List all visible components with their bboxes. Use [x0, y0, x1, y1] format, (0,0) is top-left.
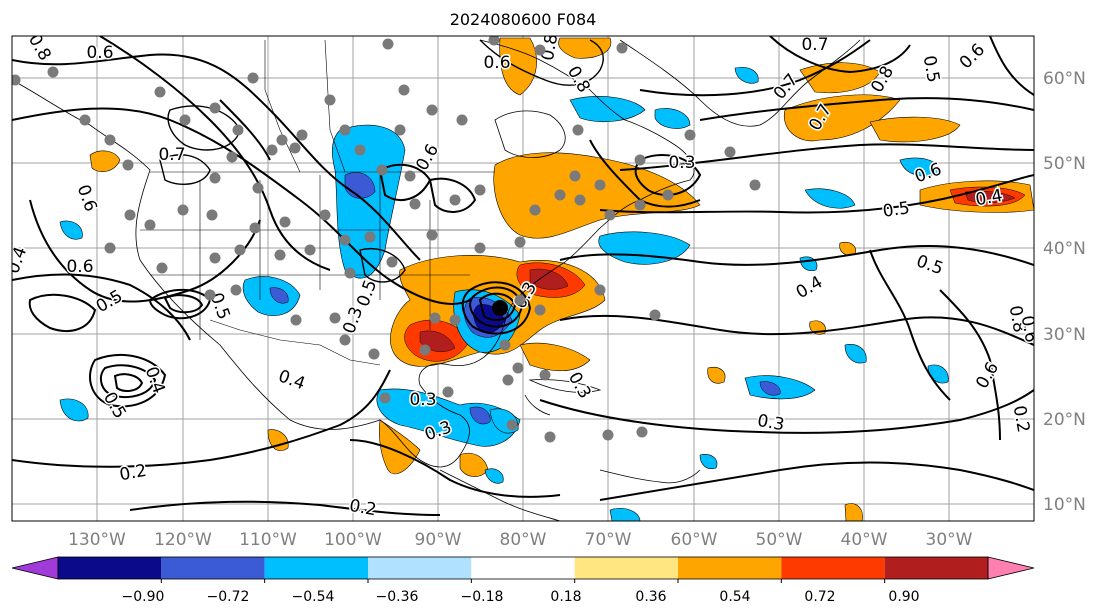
map-frame: [11, 35, 1035, 522]
contour-label: 0.3: [668, 153, 695, 173]
lon-label: 80°W: [500, 530, 547, 550]
lon-label: 70°W: [585, 530, 632, 550]
colorbar-swatch: [678, 557, 782, 579]
station-markers: [12, 36, 761, 443]
borders: [140, 39, 495, 366]
contour-label: 0.3: [409, 390, 436, 410]
colorbar-tick-label: −0.18: [461, 589, 504, 605]
coastlines: [12, 39, 861, 521]
lat-label: 10°N: [1043, 495, 1086, 515]
longitude-labels: 130°W 120°W 110°W 100°W 90°W 80°W 70°W 6…: [68, 530, 973, 550]
lat-label: 40°N: [1043, 239, 1086, 259]
colorbar-tick-label: 0.36: [635, 589, 666, 605]
lon-label: 100°W: [324, 530, 382, 550]
colorbar-tick-label: 0.72: [804, 589, 835, 605]
figure-title: 2024080600 F084: [450, 10, 597, 29]
colorbar-swatch: [884, 557, 988, 579]
lon-label: 130°W: [68, 530, 126, 550]
colorbar-extend-high: [987, 556, 1035, 580]
colorbar-outline: [57, 556, 989, 580]
colorbar-tick-label: −0.54: [292, 589, 335, 605]
shading-warm-deep: [419, 191, 1016, 353]
contour-label: 0.6: [66, 257, 93, 277]
colorbar-swatch: [471, 557, 575, 579]
lon-label: 90°W: [415, 530, 462, 550]
colorbar-tick-label: 0.18: [550, 589, 581, 605]
storm-center-marker: [492, 300, 508, 316]
shading-cold: [59, 67, 949, 521]
contour-label: 0.5: [882, 198, 912, 222]
colorbar-tick-label: −0.36: [376, 589, 419, 605]
colorbar-tick-label: −0.90: [122, 589, 165, 605]
colorbar-swatch: [264, 557, 368, 579]
latitude-labels: 60°N 50°N 40°N 30°N 20°N 10°N: [1043, 69, 1086, 515]
contour-label: 0.6: [483, 53, 510, 73]
lon-label: 120°W: [154, 530, 212, 550]
contour-inner: [159, 39, 604, 283]
contour-lines: [12, 36, 1034, 516]
lat-label: 20°N: [1043, 410, 1086, 430]
lon-label: 50°W: [756, 530, 803, 550]
lat-label: 30°N: [1043, 325, 1086, 345]
colorbar-extend-low: [11, 556, 59, 580]
colorbar-swatch: [368, 557, 472, 579]
contour-label: 0.7: [801, 35, 828, 55]
map-panel: 0.6 0.8 0.6 0.7 0.8 0.6 0.7 0.8 0.7 0.5 …: [12, 35, 1034, 521]
colorbar-tick-label: −0.72: [207, 589, 250, 605]
colorbar-tick-label: 0.54: [719, 589, 750, 605]
lon-label: 30°W: [926, 530, 973, 550]
colorbar-swatch: [58, 557, 162, 579]
colorbar-swatch: [574, 557, 678, 579]
lon-label: 60°W: [671, 530, 718, 550]
contour-label: 0.2: [1009, 404, 1033, 434]
colorbar-ticks: −0.90 −0.72 −0.54 −0.36 −0.18 0.18 0.36 …: [122, 589, 920, 605]
colorbar-swatch: [781, 557, 885, 579]
lat-label: 60°N: [1043, 69, 1086, 89]
lat-label: 50°N: [1043, 154, 1086, 174]
colorbar: [11, 556, 1035, 583]
contour-label: 0.7: [158, 145, 185, 165]
lon-label: 40°W: [841, 530, 888, 550]
contour-label: 0.6: [86, 43, 113, 63]
colorbar-swatch: [161, 557, 265, 579]
lon-label: 110°W: [239, 530, 297, 550]
colorbar-tick-label: 0.90: [888, 589, 919, 605]
